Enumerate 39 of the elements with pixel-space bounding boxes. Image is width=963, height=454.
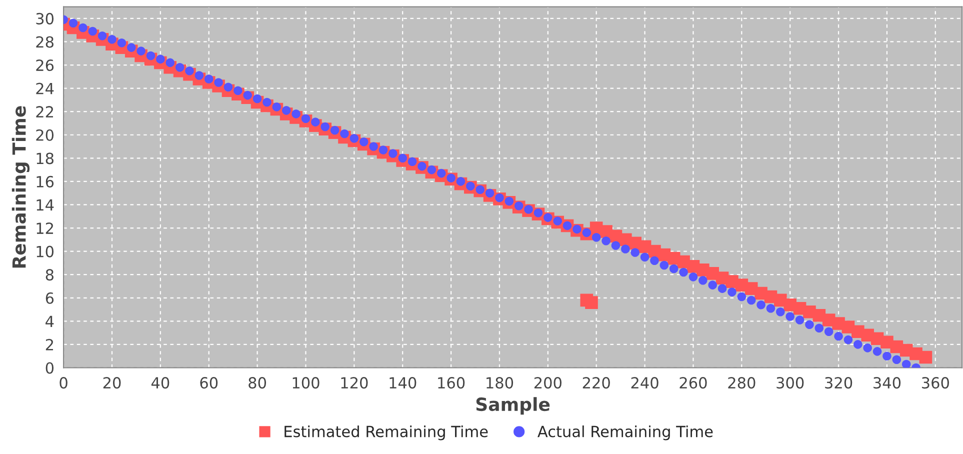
y-tick-label: 22 [36, 106, 53, 118]
x-tick-label: 220 [582, 377, 610, 389]
x-tick-label: 120 [341, 377, 368, 389]
y-tick-label: 20 [36, 129, 54, 141]
x-tick-label: 340 [874, 377, 901, 389]
x-tick-label: 320 [825, 377, 852, 389]
y-tick-label: 4 [46, 316, 54, 327]
y-tick-label: 0 [46, 362, 54, 374]
x-tick-label: 0 [60, 377, 68, 389]
y-tick-label: 8 [46, 269, 54, 281]
x-tick-label: 240 [631, 377, 658, 389]
x-tick-label: 60 [200, 377, 218, 389]
x-tick-label: 280 [728, 377, 756, 389]
x-tick-label: 180 [486, 377, 514, 389]
x-tick-label: 20 [103, 377, 121, 389]
legend-label: Actual Remaining Time [538, 425, 713, 440]
x-tick-label: 40 [151, 377, 170, 389]
x-tick-label: 100 [292, 377, 320, 389]
x-tick-label: 260 [680, 377, 707, 389]
x-axis-title: Sample [476, 397, 550, 415]
x-tick-label: 80 [248, 377, 266, 389]
y-tick-label: 18 [36, 152, 54, 164]
x-tick-label: 160 [438, 377, 465, 389]
y-tick-label: 10 [36, 246, 54, 258]
y-tick-label: 30 [36, 12, 54, 24]
x-tick-label: 300 [776, 377, 804, 389]
x-tick-label: 140 [390, 377, 416, 389]
y-tick-label: 6 [46, 292, 54, 304]
y-axis-title: Remaining Time [12, 106, 30, 268]
x-tick-label: 200 [534, 377, 562, 389]
y-tick-label: 14 [36, 199, 54, 211]
legend-label: Estimated Remaining Time [284, 425, 488, 440]
x-tick-label: 360 [922, 377, 949, 389]
y-tick-label: 16 [36, 176, 54, 188]
y-tick-label: 12 [36, 222, 53, 234]
y-tick-label: 28 [36, 36, 54, 48]
y-tick-label: 26 [36, 59, 54, 72]
y-tick-label: 24 [36, 82, 54, 94]
y-tick-label: 2 [46, 338, 53, 350]
